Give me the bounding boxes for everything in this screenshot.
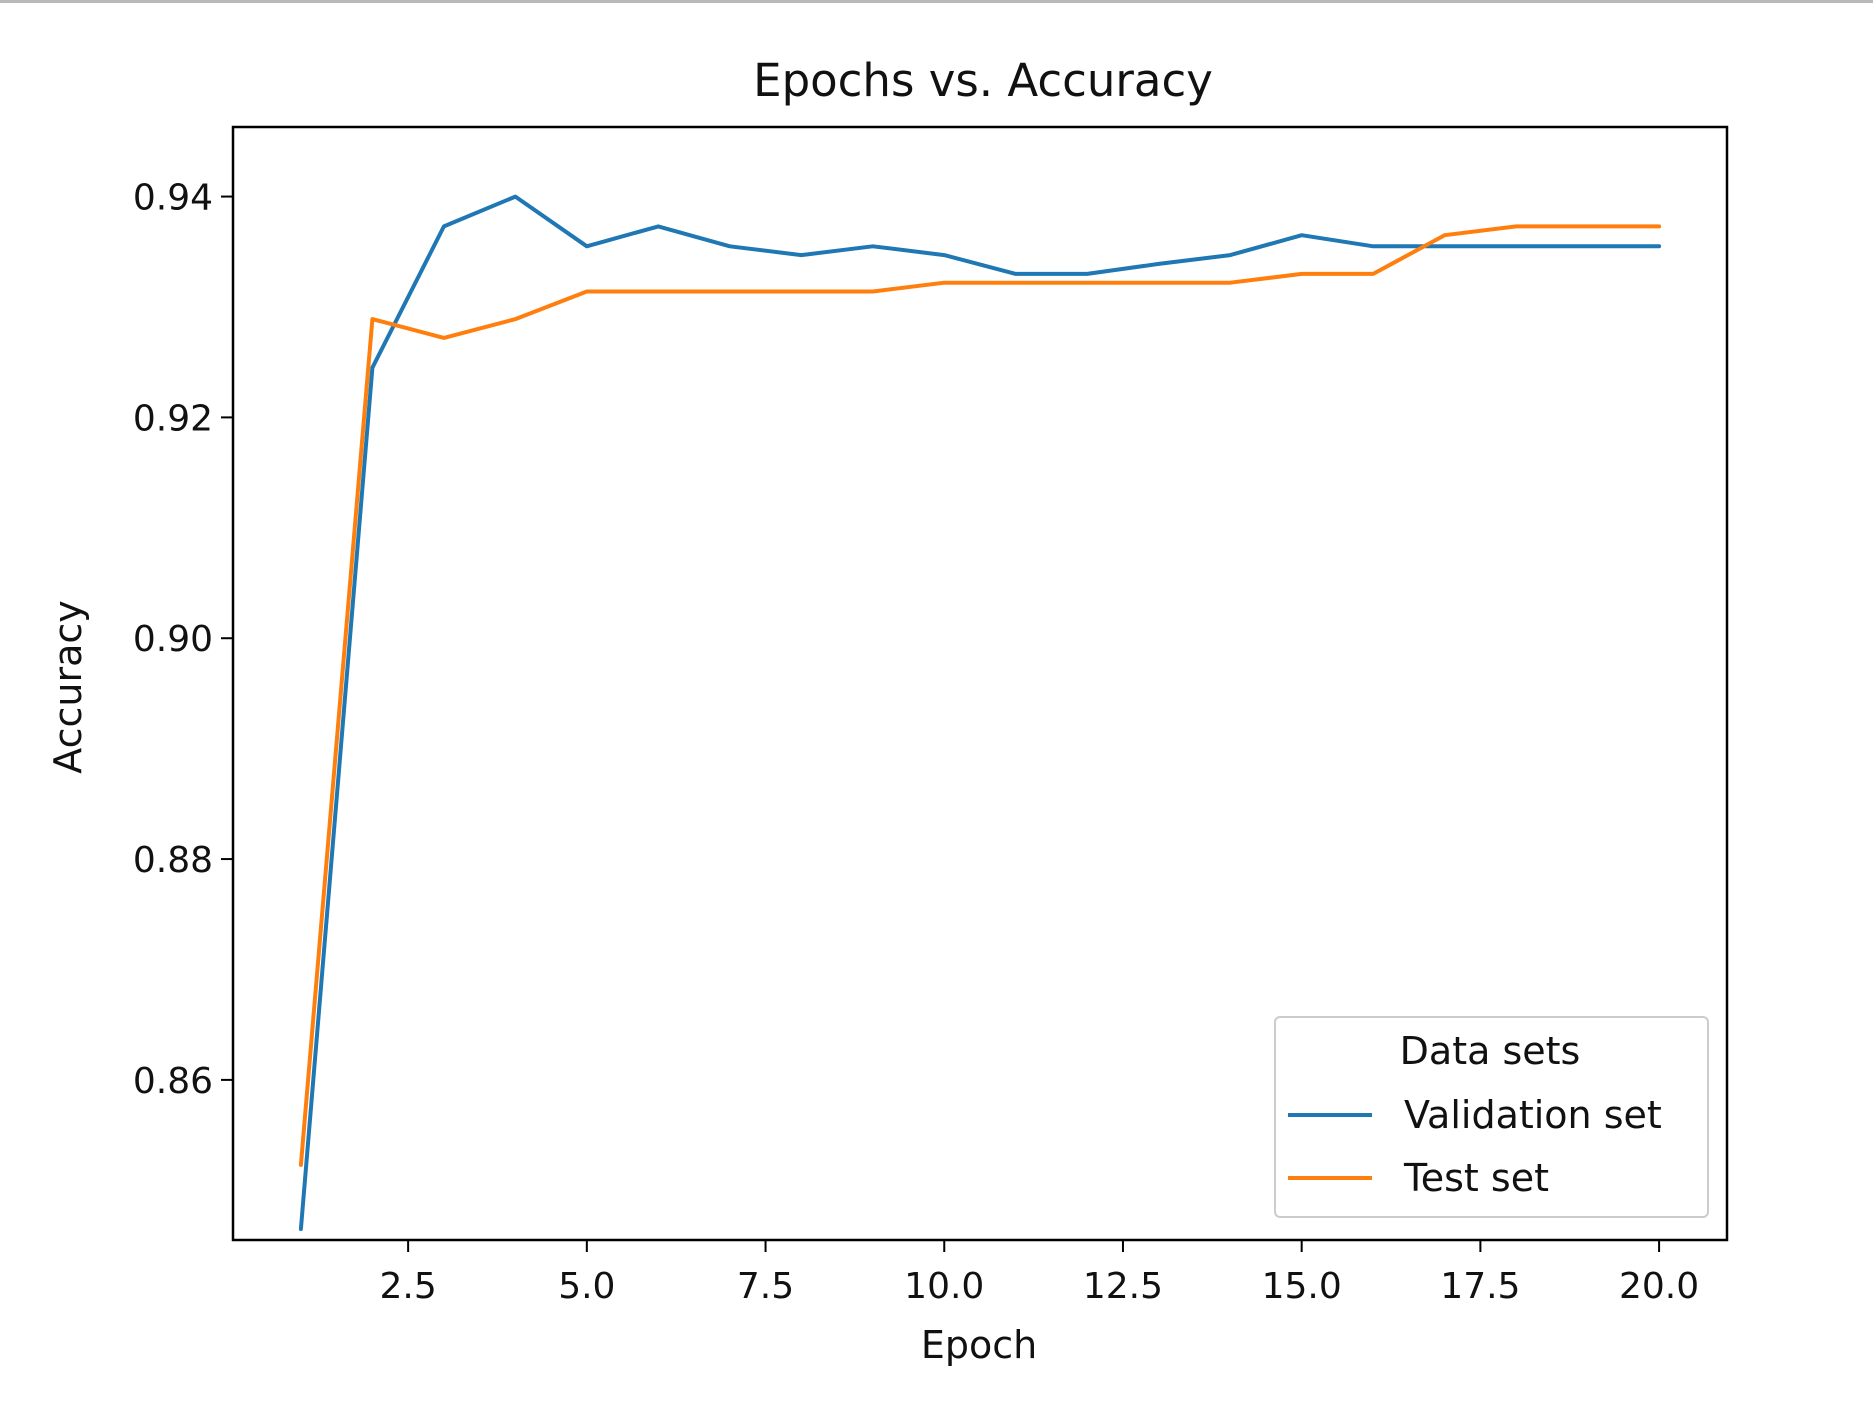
x-tick-label: 20.0 — [1619, 1266, 1699, 1307]
x-tick-label: 10.0 — [904, 1266, 984, 1307]
y-axis-ticks: 0.86 0.88 0.90 0.92 0.94 — [133, 178, 233, 1102]
legend-label-validation: Validation set — [1404, 1093, 1662, 1137]
y-tick-label: 0.86 — [133, 1061, 213, 1102]
y-tick-label: 0.92 — [133, 398, 213, 439]
legend: Data sets Validation set Test set — [1274, 1016, 1709, 1218]
series-line-test — [298, 224, 1662, 1167]
x-tick-label: 7.5 — [737, 1266, 794, 1307]
chart-title: Epochs vs. Accuracy — [753, 54, 1213, 107]
y-tick-label: 0.90 — [133, 619, 213, 660]
window-top-edge — [0, 0, 1873, 3]
x-tick-label: 12.5 — [1083, 1266, 1163, 1307]
y-tick-label: 0.94 — [133, 178, 213, 219]
x-tick-label: 17.5 — [1440, 1266, 1520, 1307]
x-axis-ticks: 2.5 5.0 7.5 10.0 12.5 15.0 17.5 20.0 — [380, 1240, 1699, 1307]
y-axis-label: Accuracy — [46, 600, 90, 774]
legend-box — [1274, 1016, 1709, 1218]
x-tick-label: 5.0 — [558, 1266, 615, 1307]
x-axis-label: Epoch — [921, 1323, 1037, 1367]
x-tick-label: 15.0 — [1262, 1266, 1342, 1307]
legend-title: Data sets — [1400, 1029, 1581, 1073]
series-lines — [298, 194, 1662, 1231]
x-tick-label: 2.5 — [380, 1266, 437, 1307]
legend-label-test: Test set — [1403, 1156, 1549, 1200]
series-line-validation — [298, 194, 1662, 1231]
y-tick-label: 0.88 — [133, 840, 213, 881]
